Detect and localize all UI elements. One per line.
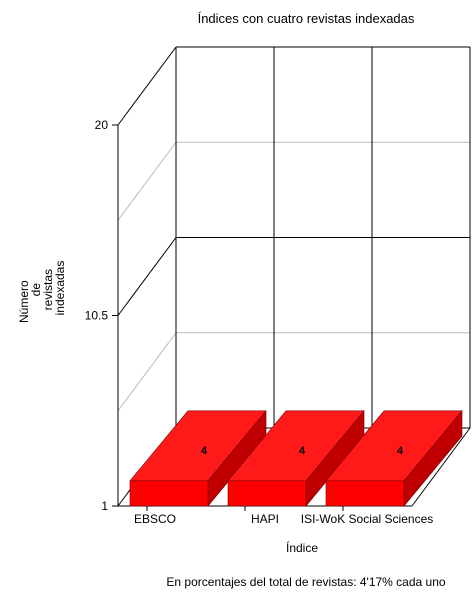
bar-0: 4 bbox=[129, 410, 267, 507]
bar-1: 4 bbox=[227, 410, 365, 507]
bar-value-label-2: 4 bbox=[397, 445, 404, 457]
y-axis-label-line-1: Número bbox=[17, 280, 31, 323]
side-minor-gridline-0 bbox=[117, 332, 177, 412]
y-tick-labels: 1 10.5 20 bbox=[85, 118, 118, 513]
floor-right-edge bbox=[411, 427, 471, 507]
side-gridline-1 bbox=[117, 237, 177, 316]
chart-title: Índices con cuatro revistas indexadas bbox=[198, 11, 415, 26]
bar-front-2 bbox=[325, 480, 405, 507]
y-axis-label: Número de revistas indexadas bbox=[17, 261, 67, 323]
x-tick-label-0: EBSCO bbox=[134, 512, 176, 526]
x-tick-labels: EBSCO HAPI ISI-WoK Social Sciences bbox=[134, 506, 433, 526]
y-tick-label-1: 10.5 bbox=[85, 309, 109, 323]
y-tick-label-0: 1 bbox=[101, 499, 108, 513]
y-tick-label-2: 20 bbox=[95, 118, 109, 132]
footnote: En porcentajes del total de revistas: 4'… bbox=[166, 575, 445, 589]
x-tick-label-2: ISI-WoK Social Sciences bbox=[301, 512, 434, 526]
bar-value-label-0: 4 bbox=[201, 445, 208, 457]
bar-front-1 bbox=[227, 480, 307, 507]
x-axis-label: Índice bbox=[286, 540, 318, 555]
y-axis-label-line-2: de bbox=[29, 283, 43, 297]
bar-2: 4 bbox=[325, 410, 463, 507]
x-tick-label-1: HAPI bbox=[251, 512, 279, 526]
side-minor-gridline-1 bbox=[117, 141, 177, 221]
bar-value-label-1: 4 bbox=[299, 445, 306, 457]
bar-front-0 bbox=[129, 480, 209, 507]
side-gridline-2 bbox=[117, 46, 177, 126]
bars: 4 4 4 bbox=[129, 410, 463, 507]
y-axis-label-line-4: indexadas bbox=[53, 261, 67, 316]
y-axis-label-line-3: revistas bbox=[41, 269, 55, 310]
